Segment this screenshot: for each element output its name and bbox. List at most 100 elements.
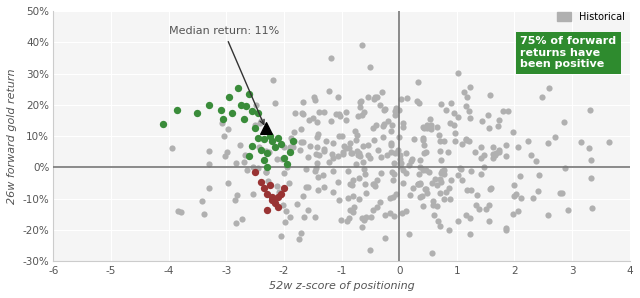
Point (365, 65, 376, 69)
Point (324, 159, 334, 164)
Point (428, 203, 438, 208)
Point (296, 231, 306, 235)
Point (242, 168, 252, 173)
Point (438, 167, 449, 172)
Point (363, 143, 373, 148)
Point (319, 148, 329, 153)
Point (439, 138, 449, 143)
Point (311, 152, 321, 157)
Point (443, 149, 453, 154)
Point (236, 103, 246, 107)
Point (439, 171, 449, 176)
Point (415, 181, 425, 185)
Point (387, 150, 397, 155)
Point (419, 125, 429, 129)
Point (470, 203, 481, 207)
Point (297, 111, 307, 116)
Point (428, 198, 438, 203)
Point (312, 145, 322, 150)
Point (204, 162, 214, 167)
Point (404, 232, 414, 237)
Point (449, 123, 459, 128)
Point (463, 109, 474, 114)
Point (240, 152, 250, 157)
Point (260, 170, 271, 175)
Point (349, 128, 360, 133)
Point (445, 197, 455, 202)
Point (298, 194, 308, 199)
Point (333, 198, 344, 203)
Point (422, 125, 432, 130)
Y-axis label: 26w forward gold return: 26w forward gold return (7, 68, 17, 204)
Point (378, 135, 388, 139)
Point (446, 178, 456, 183)
Point (310, 98, 321, 103)
Point (550, 135, 560, 139)
Point (453, 115, 463, 119)
Point (375, 103, 385, 107)
Point (287, 145, 298, 149)
Point (351, 138, 361, 143)
Point (333, 180, 343, 184)
Point (435, 190, 445, 195)
Point (419, 143, 429, 148)
X-axis label: 52w z-score of positioning: 52w z-score of positioning (269, 281, 415, 291)
Point (256, 179, 266, 184)
Point (401, 150, 411, 155)
Point (369, 137, 379, 142)
Point (273, 195, 284, 200)
Point (365, 155, 375, 160)
Point (422, 190, 433, 195)
Point (398, 125, 408, 130)
Point (533, 173, 543, 178)
Point (588, 206, 598, 210)
Point (348, 210, 358, 215)
Point (345, 140, 355, 145)
Point (359, 217, 369, 222)
Point (262, 179, 273, 183)
Point (341, 145, 351, 150)
Point (227, 110, 237, 115)
Point (328, 156, 339, 160)
Point (250, 170, 260, 175)
Point (412, 98, 422, 103)
Point (425, 117, 435, 121)
Point (256, 148, 266, 153)
Point (454, 165, 465, 170)
Point (397, 181, 408, 185)
Point (436, 102, 447, 106)
Point (415, 182, 426, 187)
Point (355, 154, 365, 159)
Point (326, 119, 337, 124)
Point (511, 191, 521, 196)
Point (334, 112, 344, 117)
Point (286, 136, 296, 141)
Point (166, 146, 177, 151)
Point (388, 195, 398, 199)
Point (262, 165, 272, 170)
Point (342, 169, 353, 173)
Point (396, 160, 406, 165)
Point (359, 110, 369, 115)
Point (465, 232, 475, 237)
Point (360, 182, 370, 187)
Point (353, 153, 363, 157)
Point (543, 141, 553, 146)
Point (408, 185, 418, 190)
Point (287, 139, 298, 143)
Point (432, 204, 442, 209)
Point (527, 196, 538, 201)
Point (298, 111, 308, 116)
Point (305, 144, 315, 148)
Point (391, 105, 401, 110)
Point (387, 140, 397, 145)
Point (327, 152, 337, 156)
Point (332, 112, 342, 117)
Point (563, 207, 573, 212)
Point (285, 145, 296, 149)
Point (285, 149, 295, 154)
Point (223, 127, 234, 132)
Point (342, 219, 352, 224)
Point (376, 154, 387, 159)
Point (303, 154, 314, 159)
